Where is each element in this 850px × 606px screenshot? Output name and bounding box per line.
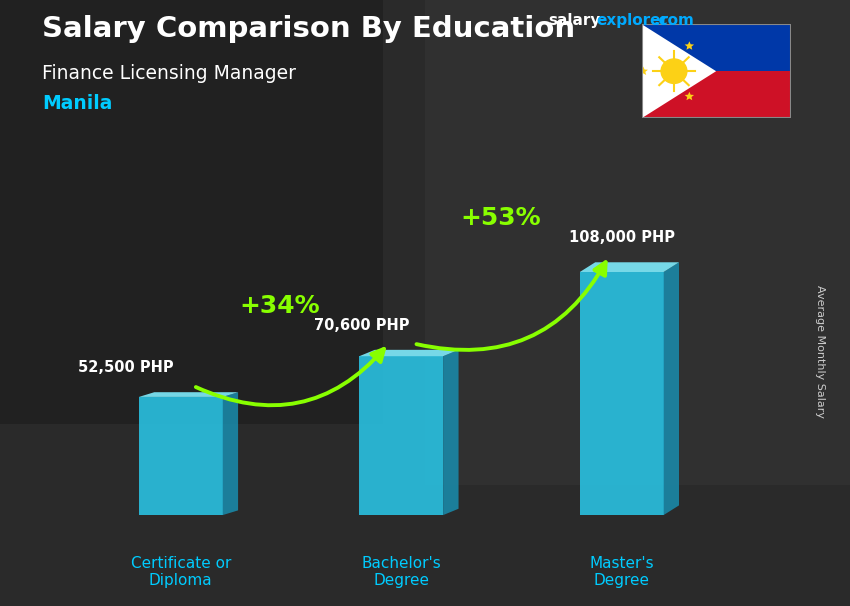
Polygon shape (360, 356, 443, 515)
Polygon shape (139, 392, 238, 397)
Polygon shape (580, 262, 679, 272)
FancyArrowPatch shape (416, 262, 606, 350)
Text: 70,600 PHP: 70,600 PHP (314, 318, 410, 333)
Polygon shape (223, 392, 238, 515)
Bar (425, 0, 850, 485)
Text: +34%: +34% (240, 294, 320, 318)
Polygon shape (638, 67, 648, 75)
Text: Bachelor's
Degree: Bachelor's Degree (361, 556, 441, 588)
Polygon shape (642, 24, 716, 118)
Text: Certificate or
Diploma: Certificate or Diploma (131, 556, 231, 588)
Bar (642, 24, 790, 71)
Text: .com: .com (654, 13, 694, 28)
Polygon shape (139, 397, 223, 515)
Polygon shape (684, 41, 694, 50)
FancyArrowPatch shape (196, 349, 384, 405)
Text: salary: salary (548, 13, 601, 28)
Text: Finance Licensing Manager: Finance Licensing Manager (42, 64, 297, 82)
Text: 52,500 PHP: 52,500 PHP (78, 360, 173, 375)
Text: Master's
Degree: Master's Degree (589, 556, 654, 588)
Text: 108,000 PHP: 108,000 PHP (569, 230, 675, 245)
Text: Salary Comparison By Education: Salary Comparison By Education (42, 15, 575, 43)
Text: +53%: +53% (460, 206, 541, 230)
Polygon shape (443, 350, 458, 515)
Circle shape (661, 59, 687, 84)
Text: explorer: explorer (597, 13, 669, 28)
Text: Average Monthly Salary: Average Monthly Salary (815, 285, 825, 418)
Polygon shape (360, 350, 458, 356)
Bar (642, 71, 790, 118)
Bar (0, 0, 382, 424)
Polygon shape (580, 272, 664, 515)
Polygon shape (664, 262, 679, 515)
Text: Manila: Manila (42, 94, 113, 113)
Polygon shape (684, 92, 694, 100)
